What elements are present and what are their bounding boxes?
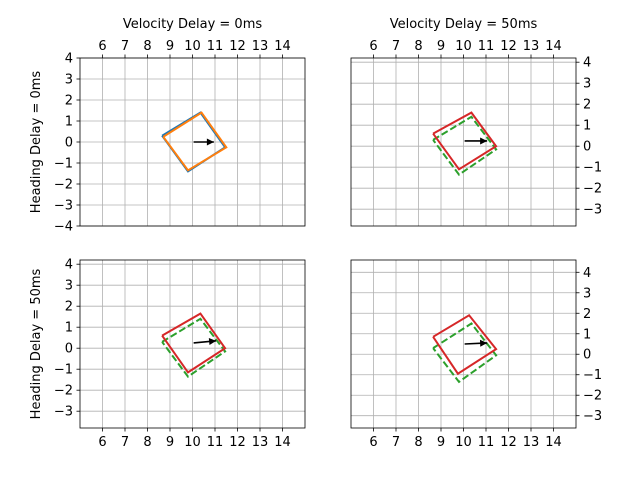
y-tick-label: 1 — [583, 327, 591, 342]
y-tick-label: 0 — [65, 136, 73, 151]
y-tick-label: −1 — [54, 363, 73, 378]
y-tick-label: 0 — [65, 342, 73, 357]
y-tick-label: −1 — [583, 161, 602, 176]
x-tick-label: 7 — [392, 435, 400, 450]
series-dashed-line — [161, 317, 227, 378]
x-tick-label: 8 — [143, 435, 151, 450]
x-tick-label: 12 — [500, 435, 517, 450]
x-tick-label: 9 — [166, 435, 174, 450]
y-tick-label: −2 — [583, 182, 602, 197]
x-tick-label: 10 — [455, 435, 472, 450]
series-dashed-line — [432, 115, 498, 176]
y-tick-label: −3 — [583, 409, 602, 424]
series-solid-line — [432, 111, 498, 171]
x-tick-label: 12 — [229, 435, 246, 450]
y-tick-label: −1 — [54, 157, 73, 172]
x-tick-label: 10 — [455, 39, 472, 54]
x-tick-label: 13 — [523, 39, 540, 54]
y-tick-label: 1 — [65, 115, 73, 130]
x-tick-label: 7 — [121, 435, 129, 450]
velocity-arrow-head — [208, 338, 217, 345]
velocity-arrow-head — [479, 339, 488, 347]
y-tick-label: 3 — [583, 286, 591, 301]
x-tick-label: 11 — [478, 39, 495, 54]
y-tick-label: −1 — [583, 368, 602, 383]
x-tick-label: 7 — [392, 39, 400, 54]
panel-title: Velocity Delay = 50ms — [390, 17, 538, 32]
x-tick-label: 12 — [500, 39, 517, 54]
x-tick-label: 13 — [252, 435, 269, 450]
x-tick-label: 9 — [166, 39, 174, 54]
y-tick-label: 4 — [65, 258, 73, 273]
y-tick-label: −4 — [54, 220, 73, 235]
x-tick-label: 8 — [414, 435, 422, 450]
x-tick-label: 8 — [143, 39, 151, 54]
x-tick-label: 11 — [207, 39, 224, 54]
x-tick-label: 11 — [207, 435, 224, 450]
y-tick-label: 2 — [583, 98, 591, 113]
x-tick-label: 10 — [184, 39, 201, 54]
series-solid-line — [161, 312, 227, 374]
y-tick-label: 0 — [583, 140, 591, 155]
series-dashed-line — [432, 322, 498, 384]
y-tick-label: 4 — [65, 52, 73, 67]
y-tick-label: 2 — [65, 94, 73, 109]
series-solid-line — [162, 111, 228, 172]
x-tick-label: 12 — [229, 39, 246, 54]
y-tick-label: 0 — [583, 348, 591, 363]
x-tick-label: 6 — [98, 39, 106, 54]
y-tick-label: −2 — [54, 178, 73, 193]
x-tick-label: 6 — [369, 435, 377, 450]
x-tick-label: 6 — [98, 435, 106, 450]
series-solid-line — [432, 313, 498, 376]
y-tick-label: 3 — [65, 279, 73, 294]
y-tick-label: 1 — [65, 321, 73, 336]
x-tick-label: 14 — [545, 435, 562, 450]
x-tick-label: 13 — [523, 435, 540, 450]
x-tick-label: 6 — [369, 39, 377, 54]
x-tick-label: 10 — [184, 435, 201, 450]
y-tick-label: −3 — [54, 405, 73, 420]
x-tick-label: 14 — [274, 435, 291, 450]
velocity-arrow-head — [480, 137, 488, 145]
y-tick-label: 4 — [583, 56, 591, 71]
y-tick-label: 3 — [583, 77, 591, 92]
y-tick-label: −3 — [583, 203, 602, 218]
y-tick-label: 4 — [583, 266, 591, 281]
x-tick-label: 9 — [437, 435, 445, 450]
x-tick-label: 14 — [274, 39, 291, 54]
y-tick-label: −3 — [54, 199, 73, 214]
y-axis-label: Heading Delay = 50ms — [29, 268, 44, 419]
panel-title: Velocity Delay = 0ms — [123, 17, 263, 32]
x-tick-label: 9 — [437, 39, 445, 54]
velocity-arrow-head — [206, 138, 214, 146]
y-tick-label: −2 — [54, 384, 73, 399]
y-tick-label: 3 — [65, 73, 73, 88]
x-tick-label: 8 — [414, 39, 422, 54]
y-tick-label: 1 — [583, 119, 591, 134]
y-tick-label: 2 — [583, 307, 591, 322]
x-tick-label: 13 — [252, 39, 269, 54]
x-tick-label: 7 — [121, 39, 129, 54]
y-tick-label: 2 — [65, 300, 73, 315]
y-axis-label: Heading Delay = 0ms — [29, 71, 44, 214]
y-tick-label: −2 — [583, 389, 602, 404]
x-tick-label: 14 — [545, 39, 562, 54]
x-tick-label: 11 — [478, 435, 495, 450]
